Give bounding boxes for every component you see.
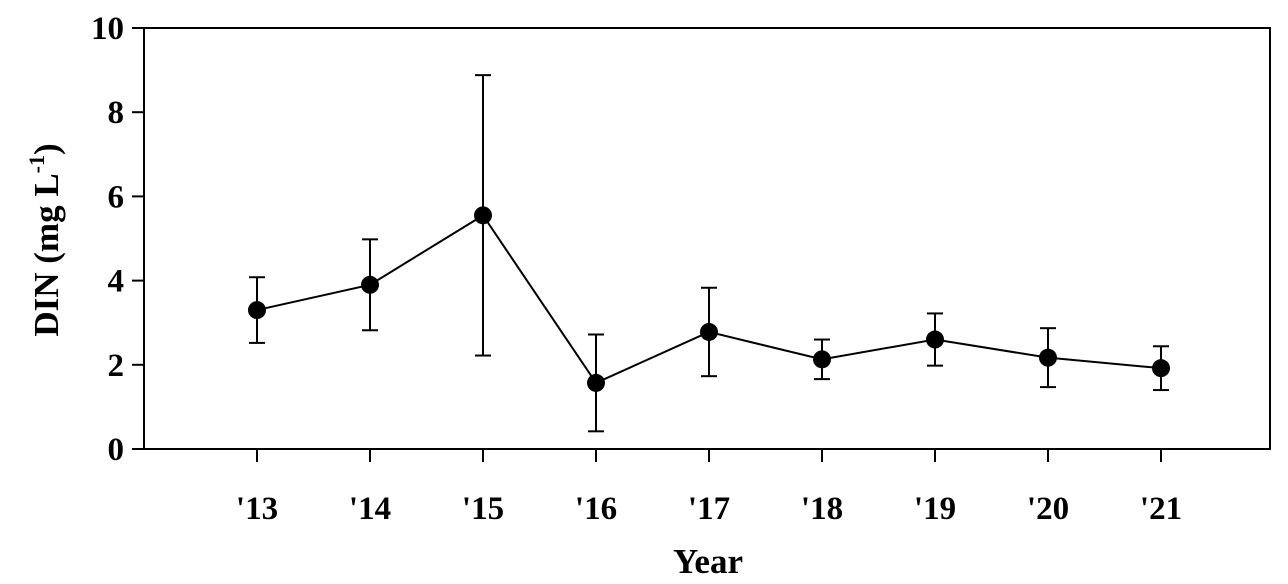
- x-axis-title: Year: [673, 542, 743, 581]
- x-tick-label: '20: [1027, 491, 1069, 527]
- y-tick-label: 10: [91, 11, 124, 47]
- y-tick-label: 8: [108, 95, 125, 131]
- y-axis-title-close: ): [27, 143, 66, 155]
- x-tick-label: '15: [462, 491, 504, 527]
- y-axis-title-sup: -1: [24, 155, 49, 173]
- y-tick-label: 6: [108, 179, 125, 215]
- data-point: [361, 275, 379, 294]
- data-point: [248, 301, 266, 320]
- y-tick-label: 2: [108, 348, 125, 384]
- x-tick-label: '13: [236, 491, 278, 527]
- x-tick-label: '17: [688, 491, 730, 527]
- x-tick-label: '21: [1140, 491, 1182, 527]
- data-point: [1152, 359, 1170, 378]
- y-tick-label: 4: [108, 264, 125, 300]
- x-tick-label: '14: [349, 491, 391, 527]
- series-layer: [248, 74, 1170, 433]
- plot-frame: [143, 27, 1271, 450]
- data-point: [700, 322, 718, 341]
- y-axis-title-main: DIN (mg L: [27, 173, 66, 336]
- x-tick-label: '19: [914, 491, 956, 527]
- x-axis-ticks: '13 '14 '15 '16 '17 '18 '19 '20 '21: [236, 449, 1182, 527]
- y-axis-ticks: 0 2 4 6 8 10: [91, 11, 144, 468]
- y-axis-title: DIN (mg L-1): [24, 143, 66, 336]
- data-point: [813, 350, 831, 369]
- x-tick-label: '18: [801, 491, 843, 527]
- data-point: [926, 330, 944, 349]
- x-tick-label: '16: [575, 491, 617, 527]
- y-tick-label: 0: [108, 432, 125, 468]
- data-point: [1039, 348, 1057, 367]
- data-point: [587, 373, 605, 392]
- data-point: [474, 206, 492, 225]
